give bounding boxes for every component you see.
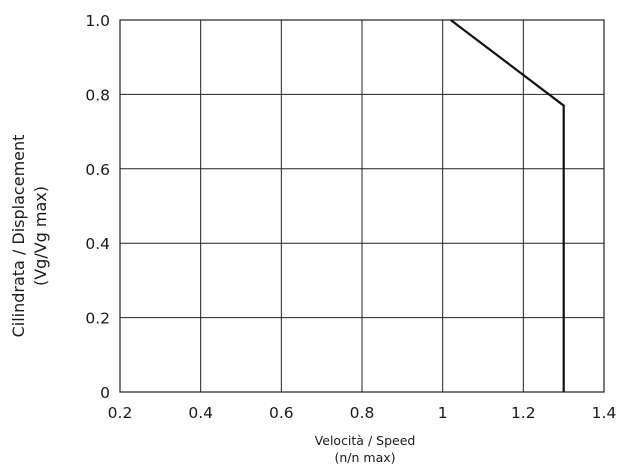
y-tick-label: 0.6 (85, 161, 110, 179)
grid (119, 19, 605, 393)
x-axis-label-line-2: (n/n max) (334, 450, 395, 465)
x-tick-label: 0.8 (350, 404, 375, 422)
y-tick-label: 0 (100, 384, 110, 402)
x-axis-ticks: 0.2 0.4 0.6 0.8 1 1.2 1.4 (108, 404, 617, 422)
plot-border (119, 19, 605, 393)
y-tick-label: 0.8 (85, 86, 110, 104)
plot-frame (119, 19, 605, 393)
y-axis-ticks: 0 0.2 0.4 0.6 0.8 1.0 (85, 12, 110, 402)
x-tick-label: 0.4 (188, 404, 213, 422)
x-tick-label: 1 (438, 404, 448, 422)
y-tick-label: 1.0 (85, 12, 110, 30)
x-tick-label: 1.4 (592, 404, 617, 422)
series-line (450, 19, 565, 392)
x-axis-label-line-1: Velocità / Speed (315, 433, 416, 448)
x-tick-label: 1.2 (511, 404, 536, 422)
x-tick-label: 0.6 (269, 404, 294, 422)
y-axis-label: Cilindrata / Displacement (Vg/Vg max) (9, 135, 50, 338)
series-layer (450, 19, 565, 392)
x-tick-label: 0.2 (108, 404, 133, 422)
y-tick-label: 0.4 (85, 235, 110, 253)
y-axis-label-line-2: (Vg/Vg max) (31, 186, 50, 286)
y-axis-label-line-1: Cilindrata / Displacement (9, 135, 28, 338)
y-tick-label: 0.2 (85, 310, 110, 328)
